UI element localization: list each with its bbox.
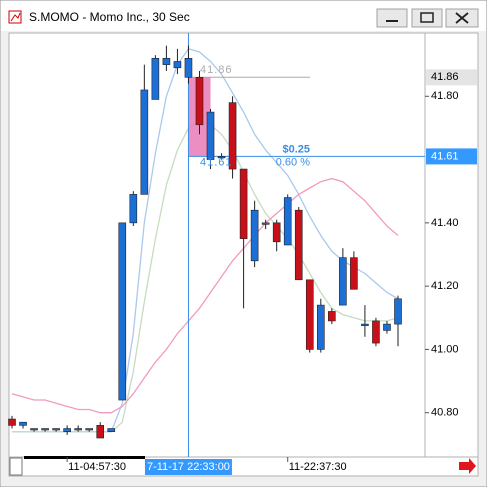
price-marker-label: 41.86 [431,71,459,83]
x-tick-label-highlight: 7-11-17 22:33:00 [147,461,230,473]
candle-body [96,425,105,439]
app-icon [8,10,22,24]
y-tick-label: 41.20 [431,280,459,292]
y-tick-label: 41.00 [431,343,459,355]
app-icon-glyph [10,12,21,22]
candle-body [30,428,38,431]
maximize-glyph [420,12,434,23]
candle-body [328,311,336,322]
measure-percent-label: 0.60 % [276,156,310,168]
candle-body [19,421,27,426]
candle-body [305,279,314,350]
y-tick-label: 41.40 [431,217,459,229]
price-marker-label: 41.61 [431,150,459,162]
candle-body [195,76,204,126]
scroll-box[interactable] [9,457,23,476]
moving-average-line [11,177,399,414]
y-tick-label: 40.80 [431,407,459,419]
candle-body [350,257,358,290]
x-tick-label: 11-04:57:30 [68,461,126,473]
candle-body [372,320,380,344]
price-marker-box [426,69,477,86]
candle-body [74,428,82,431]
measure-from-label: 41.86 [200,64,233,76]
candle-body [118,222,127,401]
maximize-button[interactable] [411,8,443,28]
candle-body [394,298,402,325]
candle-body [107,428,116,432]
candle-body [339,257,347,306]
plot-area [8,32,426,458]
price-marker-box [426,148,477,165]
price-axis [424,32,479,458]
time-axis [8,456,479,477]
candle-body [41,428,49,431]
candle-body [316,304,325,350]
y-tick-label: 41.80 [431,90,459,102]
measure-to-label: 41.61 [200,156,233,168]
measure-change-label: $0.25 [282,143,310,155]
candle-body [383,323,391,331]
window-title: S.MOMO - Momo Inc., 30 Sec [29,10,190,24]
candle-body [173,61,182,69]
candle-body [129,194,138,224]
x-tick-highlight-box [144,459,232,475]
close-glyph [455,12,469,24]
candle-body [250,209,259,262]
candle-body [217,156,226,159]
candle-body [52,428,60,431]
candle-body [151,58,160,100]
candle-body [228,102,237,170]
minimize-button[interactable] [376,8,408,28]
candle-body [85,428,93,431]
candle-body [261,222,270,225]
candle-body [162,58,171,65]
candle-body [272,222,281,243]
candle-body [63,428,71,432]
candle-body [184,58,193,78]
candle-body [239,168,248,239]
scroll-bar[interactable] [24,456,145,459]
x-tick-label: 11-22:37:30 [289,461,347,473]
candle-body [361,323,369,326]
candle-body [140,89,149,195]
plot: 40.80 41.00 41.20 41.40 41.80 41.86 41.61 $0.25… [8,33,477,475]
candle-body [294,209,303,281]
candle-body [8,418,16,426]
candle-body [206,111,215,160]
candle-body [283,197,292,246]
scroll-right-arrow[interactable] [459,458,476,474]
